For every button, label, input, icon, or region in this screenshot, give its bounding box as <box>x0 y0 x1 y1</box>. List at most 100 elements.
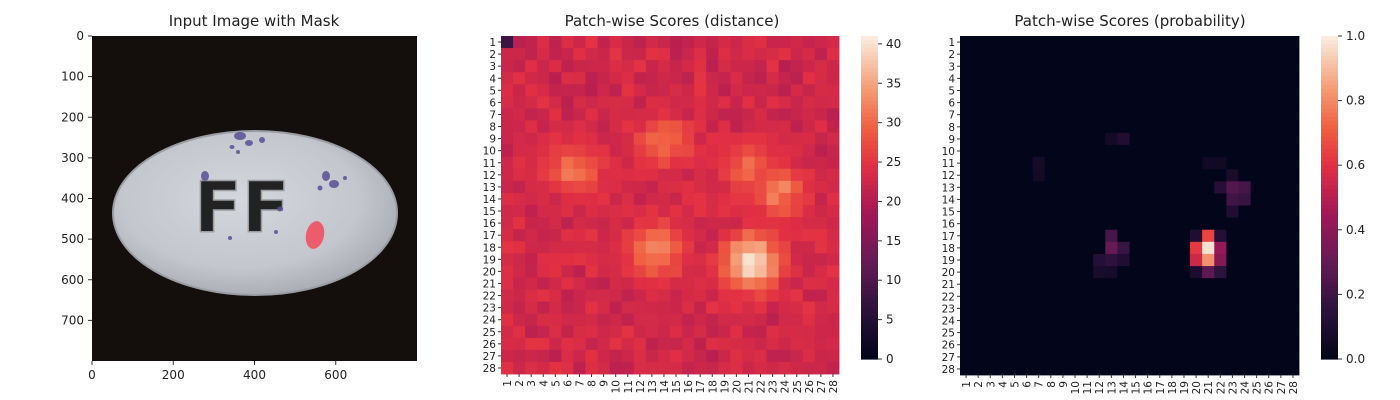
heatmap-cell <box>645 120 659 133</box>
heatmap-cell <box>657 325 671 339</box>
heatmap-cell <box>802 108 816 121</box>
heatmap-cell <box>778 241 792 254</box>
heatmap-cell <box>1274 314 1288 327</box>
heatmap-cell <box>1141 241 1155 255</box>
heatmap-cell <box>1129 132 1143 146</box>
heatmap-cell <box>1286 362 1300 376</box>
heatmap-cell <box>1020 181 1034 194</box>
heatmap-cell <box>1141 96 1155 110</box>
heatmap-cell <box>826 156 840 170</box>
heatmap-cell <box>501 241 514 254</box>
heatmap-cell <box>537 132 550 146</box>
heatmap-cell <box>621 361 635 375</box>
heatmap-cell <box>561 60 574 73</box>
heatmap-cell <box>766 229 780 242</box>
heatmap-cell <box>1214 60 1227 73</box>
heatmap-cell <box>1274 338 1288 352</box>
row-label: 18 <box>942 243 955 255</box>
colorbar-segment <box>1321 100 1338 106</box>
heatmap-cell <box>694 96 707 109</box>
heatmap-cell <box>718 84 731 97</box>
heatmap-cell <box>706 361 719 375</box>
heatmap-cell <box>1141 157 1155 170</box>
heatmap-cell <box>1093 217 1106 231</box>
heatmap-cell <box>984 266 997 279</box>
heatmap-cell <box>1056 144 1070 158</box>
heatmap-cell <box>754 217 767 230</box>
row-label: 7 <box>948 110 955 122</box>
heatmap-cell <box>1214 314 1227 327</box>
heatmap-cell <box>657 217 671 230</box>
heatmap-cell <box>1262 205 1276 219</box>
row-label: 15 <box>483 206 496 218</box>
heatmap-cell <box>585 156 598 170</box>
heatmap-cell <box>1032 96 1046 110</box>
heatmap-cell <box>1153 205 1167 219</box>
heatmap-cell <box>1105 120 1118 134</box>
heatmap-cell <box>742 253 755 266</box>
heatmap-cell <box>1238 362 1251 376</box>
heatmap-cell <box>1044 157 1058 170</box>
row-label: 19 <box>483 254 496 266</box>
heatmap-cell <box>1286 253 1300 267</box>
heatmap-cell <box>766 361 780 375</box>
heatmap-cell <box>682 253 695 266</box>
heatmap-cell <box>1129 36 1143 49</box>
heatmap-cell <box>657 313 671 327</box>
heatmap-cell <box>718 229 731 242</box>
heatmap-cell <box>670 108 683 121</box>
column-label: 23 <box>768 380 780 393</box>
heatmap-cell <box>1056 193 1070 206</box>
heatmap-cell <box>1226 157 1239 170</box>
heatmap-cell <box>537 205 550 218</box>
heatmap-cell <box>1008 36 1021 49</box>
column-label: 13 <box>1106 381 1118 394</box>
heatmap-cell <box>1044 241 1058 255</box>
heatmap-cell <box>960 193 973 206</box>
heatmap-cell <box>802 60 816 73</box>
heatmap-cell <box>1274 278 1288 291</box>
heatmap-cell <box>996 60 1009 73</box>
heatmap-cell <box>525 205 538 218</box>
colorbar-segment <box>861 116 878 122</box>
heatmap-cell <box>1214 169 1227 182</box>
heatmap-cell <box>1202 326 1215 340</box>
heatmap-cell <box>645 253 659 266</box>
colorbar-segment <box>1321 149 1338 154</box>
heatmap-cell <box>682 361 695 375</box>
input-image-panel: Input Image with Mask FF <box>61 12 417 382</box>
heatmap-cell <box>996 193 1009 206</box>
heatmap-cell <box>706 120 719 133</box>
heatmap-cell <box>1165 36 1179 49</box>
row-label: 12 <box>942 170 955 182</box>
heatmap-cell <box>960 290 973 303</box>
heatmap-cell <box>766 277 780 290</box>
colorbar-segment <box>861 342 878 348</box>
colorbar-segment <box>861 64 878 69</box>
heatmap-cell <box>826 217 840 230</box>
heatmap-cell <box>633 361 647 375</box>
heatmap-cell <box>694 180 707 194</box>
heatmap-cell <box>1177 60 1191 73</box>
heatmap-cell <box>1129 157 1143 170</box>
heatmap-cell <box>1020 217 1034 231</box>
heatmap-cell <box>742 156 755 170</box>
heatmap-cell <box>657 84 671 97</box>
heatmap-cell <box>1105 48 1118 61</box>
x-tick-label: 200 <box>162 368 185 382</box>
colorbar-segment <box>861 40 878 45</box>
heatmap-cell <box>1153 326 1167 340</box>
row-label: 6 <box>489 97 496 109</box>
heatmap-cell <box>996 96 1009 110</box>
row-label: 2 <box>489 49 496 61</box>
heatmap-cell <box>645 48 659 61</box>
heatmap-cell <box>706 48 719 61</box>
heatmap-cell <box>549 120 562 133</box>
heatmap-cell <box>573 205 586 218</box>
heatmap-cell <box>766 156 780 170</box>
row-label: 2 <box>948 49 955 61</box>
heatmap-cell <box>1081 290 1094 303</box>
heatmap-cell <box>501 217 514 230</box>
heatmap-cell <box>972 266 985 279</box>
heatmap-cell <box>1008 266 1021 279</box>
